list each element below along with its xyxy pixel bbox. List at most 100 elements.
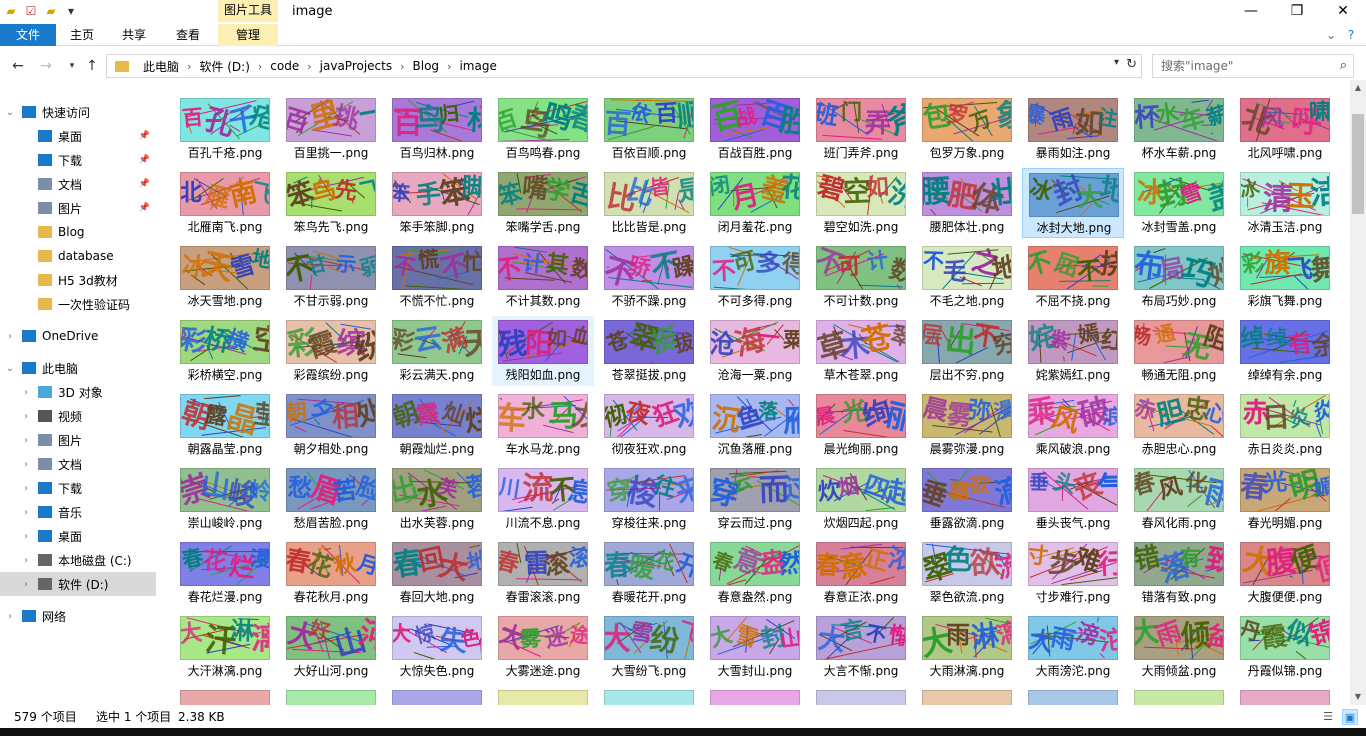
file-item[interactable]: 层出不穷层出不穷.png — [916, 316, 1018, 386]
chevron-right-icon[interactable]: › — [24, 482, 28, 494]
file-item[interactable] — [174, 80, 276, 90]
file-item[interactable]: 乘风破浪乘风破浪.png — [1022, 390, 1124, 460]
file-item[interactable]: 大腹便便大腹便便.png — [1234, 538, 1336, 608]
tab-view[interactable]: 查看 — [175, 28, 200, 42]
sidebar-item[interactable]: 一次性验证码 — [0, 292, 156, 316]
file-item[interactable]: 百里挑一百里挑一.png — [280, 94, 382, 164]
search-input[interactable]: 搜索"image" ⌕ — [1152, 54, 1354, 78]
sidebar-item[interactable]: › 文档 — [0, 452, 156, 476]
file-item[interactable]: 冰封大地冰封大地.png — [1022, 168, 1124, 238]
file-item[interactable]: 不慌不忙不慌不忙.png — [386, 242, 488, 312]
chevron-right-icon[interactable]: › — [8, 610, 12, 622]
file-item[interactable]: 彩桥横空彩桥横空.png — [174, 316, 276, 386]
file-item[interactable]: 闭月羞花闭月羞花.png — [704, 168, 806, 238]
tab-manage[interactable]: 管理 — [218, 24, 278, 46]
forward-arrow-icon[interactable]: → — [40, 58, 52, 74]
file-item[interactable]: 寸步难行寸步难行.png — [1022, 538, 1124, 608]
file-item[interactable]: 残阳如血残阳如血.png — [492, 316, 594, 386]
sidebar-item[interactable]: 下载 📌 — [0, 148, 156, 172]
sidebar-item[interactable]: › 软件 (D:) — [0, 572, 156, 596]
file-item[interactable]: 不甘示弱不甘示弱.png — [280, 242, 382, 312]
file-item[interactable]: 笨鸟先飞笨鸟先飞.png — [280, 168, 382, 238]
chevron-right-icon[interactable]: › — [307, 59, 312, 73]
sidebar-item[interactable]: › OneDrive — [0, 324, 156, 348]
file-item[interactable] — [1234, 80, 1336, 90]
file-item[interactable] — [1022, 686, 1124, 705]
chevron-right-icon[interactable]: › — [187, 59, 192, 73]
file-item[interactable]: 赤胆忠心赤胆忠心.png — [1128, 390, 1230, 460]
file-item[interactable]: 畅通无阻畅通无阻.png — [1128, 316, 1230, 386]
file-item[interactable]: 笨手笨脚笨手笨脚.png — [386, 168, 488, 238]
vertical-scrollbar[interactable]: ▲ ▼ — [1350, 80, 1366, 705]
file-item[interactable]: 大雪封山大雪封山.png — [704, 612, 806, 682]
file-item[interactable]: 不计其数不计其数.png — [492, 242, 594, 312]
file-item[interactable]: 丹霞似锦丹霞似锦.png — [1234, 612, 1336, 682]
file-item[interactable]: 不屈不挠不屈不挠.png — [1022, 242, 1124, 312]
file-item[interactable] — [1022, 80, 1124, 90]
file-item[interactable] — [174, 686, 276, 705]
file-item[interactable] — [1128, 686, 1230, 705]
file-item[interactable]: 大雨滂沱大雨滂沱.png — [1022, 612, 1124, 682]
sidebar-item[interactable]: › 桌面 — [0, 524, 156, 548]
sidebar-item[interactable]: › 下载 — [0, 476, 156, 500]
file-item[interactable] — [916, 686, 1018, 705]
file-item[interactable]: 彩霞缤纷彩霞缤纷.png — [280, 316, 382, 386]
properties-icon[interactable]: ☑ — [25, 4, 37, 18]
file-item[interactable]: 大雪纷飞大雪纷飞.png — [598, 612, 700, 682]
sidebar-item[interactable]: › 3D 对象 — [0, 380, 156, 404]
tab-file[interactable]: 文件 — [0, 24, 56, 46]
file-item[interactable] — [280, 80, 382, 90]
file-item[interactable]: 春花秋月春花秋月.png — [280, 538, 382, 608]
file-item[interactable] — [492, 686, 594, 705]
file-item[interactable]: 百战百胜百战百胜.png — [704, 94, 806, 164]
tab-home[interactable]: 主页 — [69, 28, 94, 42]
maximize-button[interactable]: ❐ — [1290, 3, 1304, 19]
sidebar-item[interactable]: 图片 📌 — [0, 196, 156, 220]
sidebar-item[interactable]: ⌄ 快速访问 — [0, 100, 156, 124]
file-item[interactable]: 春暖花开春暖花开.png — [598, 538, 700, 608]
file-item[interactable]: 垂露欲滴垂露欲滴.png — [916, 464, 1018, 534]
file-item[interactable]: 腰肥体壮腰肥体壮.png — [916, 168, 1018, 238]
file-item[interactable]: 班门弄斧班门弄斧.png — [810, 94, 912, 164]
breadcrumb-code[interactable]: code — [270, 59, 300, 73]
file-item[interactable]: 不可多得不可多得.png — [704, 242, 806, 312]
chevron-right-icon[interactable]: › — [24, 506, 28, 518]
breadcrumb-drive-d[interactable]: 软件 (D:) — [199, 59, 250, 74]
chevron-right-icon[interactable]: › — [24, 530, 28, 542]
folder-icon[interactable]: ▰ — [6, 4, 16, 18]
file-item[interactable]: 暴雨如注暴雨如注.png — [1022, 94, 1124, 164]
file-item[interactable]: 错落有致错落有致.png — [1128, 538, 1230, 608]
back-arrow-icon[interactable]: ← — [12, 58, 24, 74]
sidebar-item[interactable]: › 图片 — [0, 428, 156, 452]
file-item[interactable]: 杯水车薪杯水车薪.png — [1128, 94, 1230, 164]
file-item[interactable]: 川流不息川流不息.png — [492, 464, 594, 534]
file-item[interactable]: 不毛之地不毛之地.png — [916, 242, 1018, 312]
chevron-down-icon[interactable]: ⌄ — [5, 106, 15, 118]
scroll-down-icon[interactable]: ▼ — [1354, 692, 1362, 701]
file-item[interactable] — [492, 80, 594, 90]
file-item[interactable]: 笨嘴学舌笨嘴学舌.png — [492, 168, 594, 238]
file-item[interactable]: 春雷滚滚春雷滚滚.png — [492, 538, 594, 608]
file-item[interactable]: 春意正浓春意正浓.png — [810, 538, 912, 608]
file-item[interactable]: 大言不惭大言不惭.png — [810, 612, 912, 682]
file-item[interactable]: 沉鱼落雁沉鱼落雁.png — [704, 390, 806, 460]
customize-dropdown-icon[interactable]: ▾ — [67, 4, 75, 18]
sidebar-item[interactable]: Blog — [0, 220, 156, 244]
file-item[interactable]: 冰天雪地冰天雪地.png — [174, 242, 276, 312]
file-item[interactable]: 穿梭往来穿梭往来.png — [598, 464, 700, 534]
file-item[interactable] — [704, 80, 806, 90]
file-item[interactable]: 朝露晶莹朝露晶莹.png — [174, 390, 276, 460]
file-item[interactable] — [386, 80, 488, 90]
file-item[interactable]: 苍翠挺拔苍翠挺拔.png — [598, 316, 700, 386]
file-item[interactable] — [810, 80, 912, 90]
file-item[interactable]: 愁眉苦脸愁眉苦脸.png — [280, 464, 382, 534]
up-arrow-icon[interactable]: ↑ — [86, 58, 98, 74]
file-item[interactable]: 彩旗飞舞彩旗飞舞.png — [1234, 242, 1336, 312]
scroll-up-icon[interactable]: ▲ — [1354, 83, 1362, 92]
file-item[interactable]: 朝夕相处朝夕相处.png — [280, 390, 382, 460]
sidebar-item[interactable]: H5 3d教材 — [0, 268, 156, 292]
file-item[interactable]: 晨雾弥漫晨雾弥漫.png — [916, 390, 1018, 460]
file-item[interactable]: 春意盎然春意盎然.png — [704, 538, 806, 608]
file-item[interactable]: 冰清玉洁冰清玉洁.png — [1234, 168, 1336, 238]
file-item[interactable]: 晨光绚丽晨光绚丽.png — [810, 390, 912, 460]
